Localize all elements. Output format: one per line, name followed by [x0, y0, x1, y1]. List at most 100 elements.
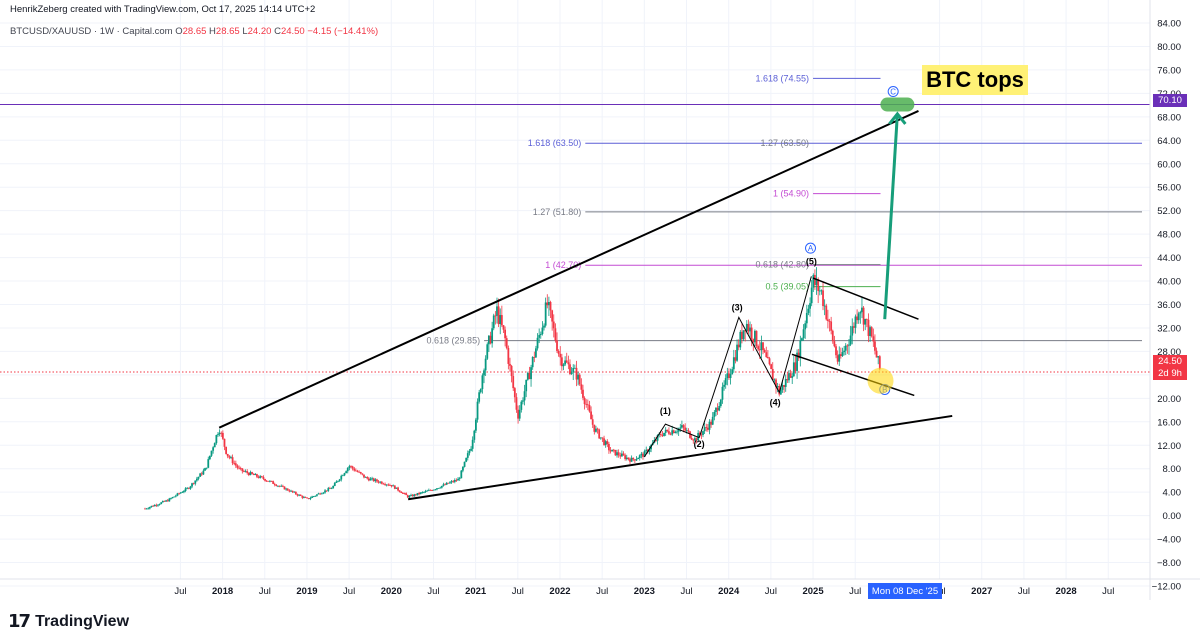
candle-body [552, 321, 555, 329]
candle-body [285, 488, 288, 490]
candle-body [380, 481, 383, 484]
y-tick-label: 76.00 [1157, 65, 1181, 76]
candle-body [770, 364, 773, 369]
candle-body [578, 374, 581, 385]
candle-body [406, 495, 409, 498]
candle-body [507, 348, 510, 364]
trendline [812, 277, 919, 320]
candle-body [160, 502, 163, 505]
candle-body [445, 482, 448, 485]
candle-body [612, 449, 615, 451]
candle-body [849, 335, 852, 345]
candle-body [500, 315, 503, 326]
candle-body [416, 492, 419, 496]
fib-label: 1.618 (63.50) [528, 138, 582, 148]
candle-body [353, 468, 356, 471]
candle-body [228, 456, 231, 458]
candle-body [630, 457, 633, 462]
candle-body [620, 453, 623, 457]
price-label-current: 24.50 [1153, 355, 1187, 368]
candle-body [397, 487, 399, 491]
candle-body [319, 493, 322, 495]
candle-body [325, 490, 328, 492]
candle-body [491, 328, 494, 344]
candle-body [690, 437, 693, 440]
candle-body [681, 425, 683, 428]
candle-body [288, 490, 291, 492]
candle-body [316, 494, 318, 496]
candle-body [411, 494, 414, 497]
candle-body [246, 471, 249, 473]
trendline [791, 353, 915, 397]
candle-body [306, 497, 309, 499]
candle-body [251, 472, 253, 474]
candle-body [841, 352, 844, 357]
candle-body [301, 495, 304, 498]
candle-body [424, 491, 427, 492]
trendline [218, 300, 498, 429]
candle-body [517, 409, 519, 419]
candle-body [817, 279, 820, 291]
tradingview-logo-icon: 17 [8, 611, 31, 632]
candle-body [878, 356, 881, 369]
candle-body [564, 360, 567, 365]
candle-body [557, 350, 560, 354]
fib-label: 1.618 (74.55) [755, 73, 809, 83]
candle-body [226, 453, 229, 457]
y-tick-label: 4.00 [1163, 488, 1182, 499]
candle-body [771, 368, 774, 380]
candle-body [509, 363, 511, 366]
candle-body [303, 497, 305, 498]
candle-body [390, 485, 393, 487]
candle-body [706, 427, 709, 430]
candle-body [311, 496, 313, 498]
candle-body [510, 365, 513, 377]
x-tick-label: Jul [427, 586, 439, 597]
y-tick-label: 44.00 [1157, 253, 1181, 264]
candle-body [150, 505, 153, 508]
candle-body [711, 416, 714, 425]
candle-body [874, 341, 876, 351]
candle-body [766, 356, 769, 359]
candle-body [809, 303, 811, 309]
candle-body [747, 323, 750, 332]
candle-body [217, 434, 219, 436]
candle-body [484, 358, 487, 371]
candle-body [596, 428, 599, 430]
candle-body [434, 489, 437, 491]
candle-body [449, 482, 451, 484]
wave-label-circled: C [890, 88, 896, 97]
candle-body [609, 450, 612, 452]
candle-body [525, 379, 528, 392]
candle-body [585, 404, 588, 405]
candle-body [432, 489, 435, 491]
candle-body [679, 427, 682, 429]
candle-body [361, 473, 364, 475]
x-tick-label: 2021 [465, 586, 487, 597]
candle-body [676, 431, 678, 433]
candle-body [272, 481, 275, 484]
candle-body [765, 352, 768, 357]
candle-body [831, 330, 834, 342]
candle-body [869, 327, 871, 336]
candle-body [473, 430, 476, 440]
candle-body [204, 468, 206, 471]
candle-body [731, 369, 734, 375]
tradingview-logo[interactable]: 17 TradingView [8, 611, 129, 632]
candle-body [617, 452, 620, 456]
candle-body [721, 386, 724, 400]
candle-body [531, 357, 534, 368]
candle-body [184, 488, 187, 492]
candle-body [643, 451, 646, 457]
candle-body [702, 431, 704, 435]
candle-body [254, 474, 257, 476]
wave-label-circled: A [808, 244, 814, 253]
candle-body [213, 443, 216, 448]
candle-body [186, 487, 189, 489]
candle-body [256, 474, 258, 477]
candle-body [666, 429, 669, 432]
x-tick-label: 2025 [802, 586, 824, 597]
candle-body [530, 367, 532, 380]
candle-body [640, 453, 643, 456]
